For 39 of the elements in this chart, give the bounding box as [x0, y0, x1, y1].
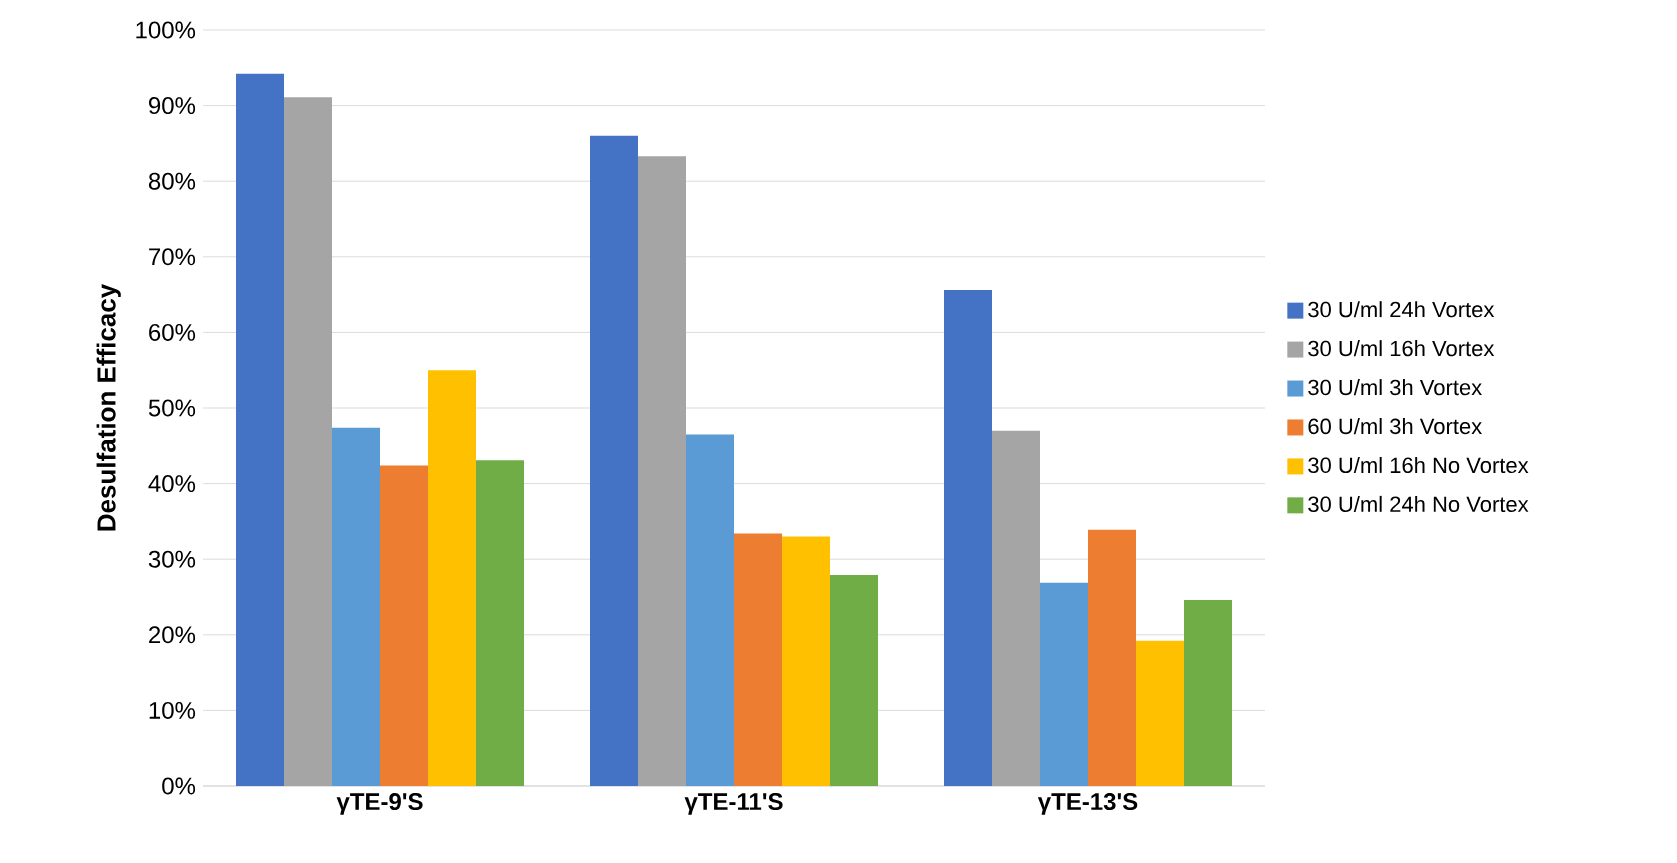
bar [782, 536, 830, 786]
bar [992, 430, 1041, 786]
y-tick-label: 70% [149, 248, 196, 266]
y-tick-label: 80% [148, 172, 196, 190]
bar [830, 575, 878, 786]
bar [1088, 529, 1137, 786]
y-tick-label: 10% [149, 701, 196, 719]
legend-label: 30 U/ml 24h No Vortex [1308, 495, 1529, 513]
legend-label: 30 U/ml 16h Vortex [1308, 340, 1495, 357]
bar [1136, 640, 1185, 786]
bar [476, 460, 524, 786]
bar [1040, 582, 1089, 786]
x-tick-label: γTE-13'S [1037, 793, 1138, 815]
bar [236, 73, 284, 786]
y-tick-label: 20% [149, 626, 196, 644]
y-tick-label: 0% [162, 777, 196, 795]
y-tick-label: 90% [149, 97, 196, 115]
legend-label: 60 U/ml 3h Vortex [1308, 418, 1482, 435]
y-tick-label: 50% [148, 399, 196, 417]
legend-label: 30 U/ml 24h Vortex [1308, 301, 1495, 318]
bar [734, 533, 783, 786]
bar [944, 290, 993, 786]
y-tick-label: 40% [148, 475, 196, 493]
y-tick-label: 100% [136, 21, 196, 39]
bar [1184, 600, 1232, 786]
bar [380, 465, 428, 786]
legend-label: 30 U/ml 3h Vortex [1308, 379, 1482, 396]
bar [284, 97, 333, 786]
x-tick-label: γTE-9'S [336, 793, 423, 815]
x-tick-label: γTE-11'S [684, 793, 783, 815]
bar [590, 135, 639, 786]
bar [428, 370, 476, 786]
bar [686, 434, 735, 786]
y-tick-label: 60% [149, 323, 196, 341]
y-axis-title: Desulfation Efficacy [96, 283, 121, 531]
legend-label: 30 U/ml 16h No Vortex [1308, 456, 1529, 474]
bar [332, 427, 381, 786]
bar [638, 156, 687, 786]
y-tick-label: 30% [148, 550, 196, 568]
